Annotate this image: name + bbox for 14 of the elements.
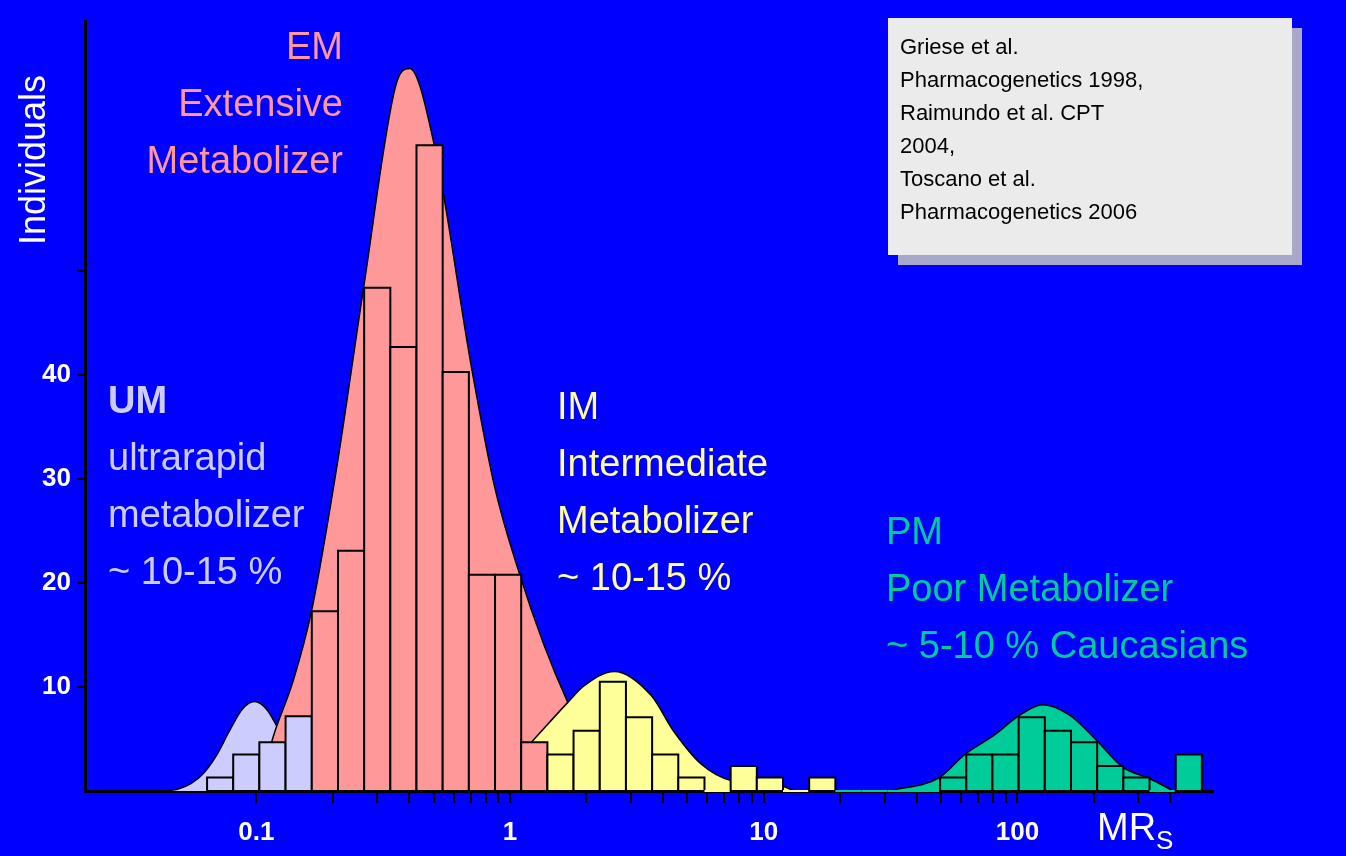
x-tick-label: 1 [502, 815, 518, 846]
y-tick-label: 30 [42, 462, 71, 493]
y-tick-label: 10 [42, 670, 71, 701]
text: PM Poor Metabolizer ~ 5-10 % Caucasians [886, 509, 1249, 668]
x-tick-label: 0.1 [238, 815, 275, 846]
y-axis-title: Individuals [12, 74, 54, 246]
y-tick-label: 20 [42, 566, 71, 597]
series-label: EM Extensive Metabolizer [146, 24, 343, 183]
x-axis-title: MR$_{S}$ [1097, 806, 1174, 856]
x-tick-label: 10 [749, 815, 779, 846]
x-tick-label: 100 [995, 815, 1040, 846]
text: UM ultrarapid metabolizer ~ 10-15 % [108, 378, 305, 594]
text: IM Intermediate Metabolizer ~ 10-15 % [557, 384, 769, 600]
y-tick-label: 40 [42, 358, 71, 389]
